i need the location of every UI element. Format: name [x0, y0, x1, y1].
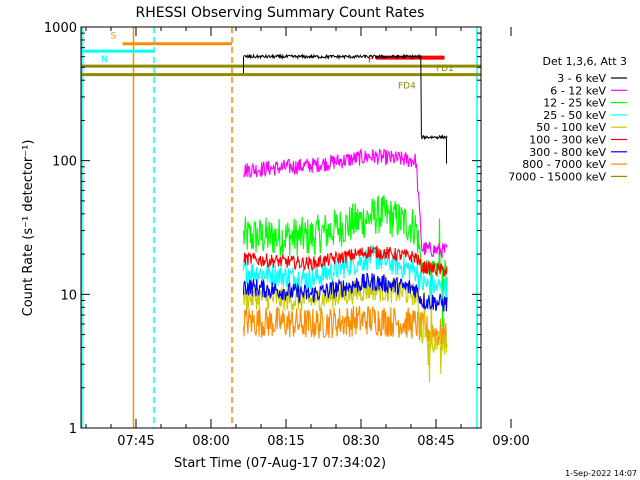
x-tick-label: 09:00 — [492, 434, 529, 449]
legend-label: 6 - 12 keV — [550, 84, 606, 97]
annotation-label: FD1 — [436, 64, 454, 74]
legend-label: 800 - 7000 keV — [522, 158, 606, 171]
annotation-label: N — [101, 55, 108, 65]
series-line-3-6-keV — [243, 53, 448, 141]
series-line-300-800-keV — [242, 272, 448, 312]
footer-timestamp: 1-Sep-2022 14:07 — [565, 469, 637, 478]
series-line-6-12-keV — [243, 147, 448, 259]
plot-area: S N F FD1 FD4 — [81, 27, 481, 428]
x-tick-label: 08:45 — [417, 434, 454, 449]
x-tick-label: 08:15 — [267, 434, 304, 449]
legend-label: 12 - 25 keV — [543, 97, 606, 110]
x-axis-label: Start Time (07-Aug-17 07:34:02) — [174, 456, 386, 471]
series-line-800-7000-keV — [242, 305, 448, 348]
legend-label: 25 - 50 keV — [543, 109, 606, 122]
y-tick-label: 100 — [52, 155, 77, 170]
legend-label: 7000 - 15000 keV — [508, 170, 606, 183]
series-line-12-25-keV — [242, 195, 448, 328]
x-tick-label: 08:30 — [342, 434, 379, 449]
series-line-100-300-keV — [243, 245, 448, 277]
y-tick-label: 1 — [69, 422, 77, 437]
legend-title: Det 1,3,6, Att 3 — [543, 55, 627, 68]
legend-label: 100 - 300 keV — [529, 134, 606, 147]
y-tick-label: 10 — [60, 288, 77, 303]
x-tick-label: 07:45 — [117, 434, 154, 449]
y-tick-label: 1000 — [44, 21, 77, 36]
annotation-label: S — [111, 32, 117, 42]
axes: 1 10 100 1000 07:45 08:00 08:15 08:30 08:45 09:00 — [44, 21, 530, 449]
plot-frame — [80, 26, 482, 429]
annotation-label: F — [368, 56, 373, 66]
y-axis-label: Count Rate (s⁻¹ detector⁻¹) — [21, 140, 36, 317]
legend-label: 300 - 800 keV — [529, 146, 606, 159]
annotation-label: FD4 — [398, 82, 416, 92]
chart-title: RHESSI Observing Summary Count Rates — [136, 5, 425, 21]
x-tick-label: 08:00 — [192, 434, 229, 449]
legend-label: 3 - 6 keV — [557, 72, 606, 85]
legend-label: 50 - 100 keV — [536, 121, 606, 134]
